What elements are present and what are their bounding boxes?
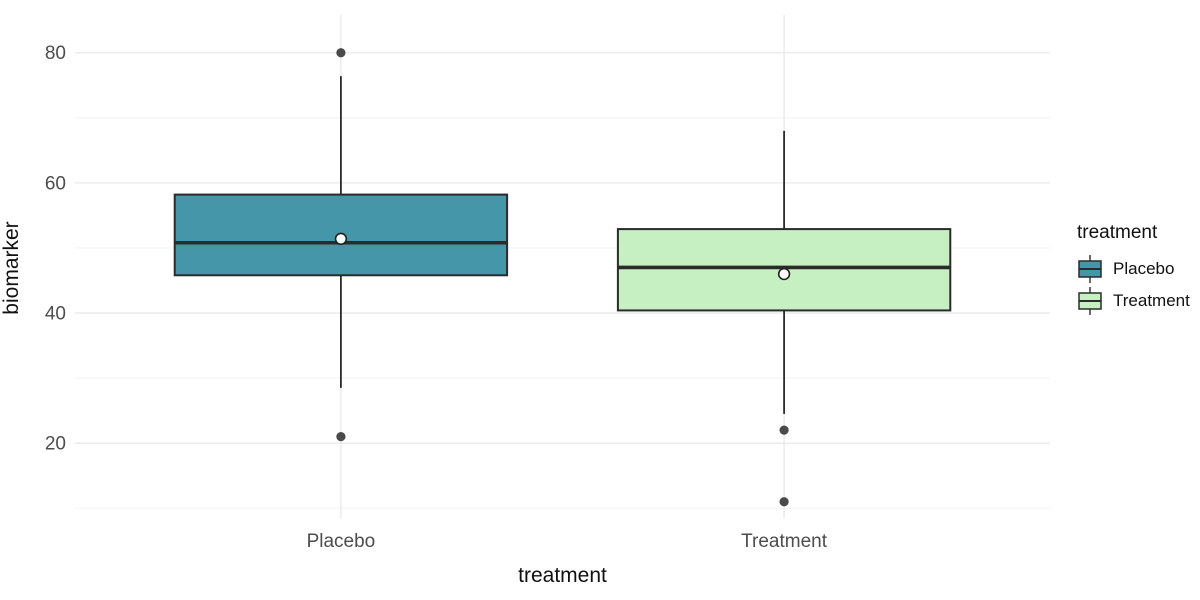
legend-rows: Placebo Treatment [1077, 253, 1190, 317]
y-tick-label: 20 [45, 434, 66, 455]
x-axis-title: treatment [518, 564, 607, 587]
y-tick-label: 80 [45, 43, 66, 64]
y-tick-label: 60 [45, 173, 66, 194]
legend-key-boxplot-icon [1078, 255, 1102, 283]
legend-title: treatment [1077, 222, 1158, 243]
outlier-point-placebo [336, 48, 346, 58]
y-axis-title: biomarker [0, 221, 23, 315]
y-tick-label: 40 [45, 304, 66, 325]
outlier-point-treatment [779, 497, 789, 507]
x-category-label-placebo: Placebo [307, 531, 376, 552]
legend-item-treatment: Treatment [1077, 285, 1190, 317]
legend: treatment Placebo Treatment [1077, 222, 1190, 317]
mean-point-treatment [777, 267, 791, 281]
x-category-label-treatment: Treatment [741, 531, 828, 552]
legend-label: Treatment [1113, 291, 1190, 310]
outlier-point-placebo [336, 432, 346, 442]
legend-item-placebo: Placebo [1077, 253, 1190, 285]
outlier-point-treatment [779, 425, 789, 435]
legend-key-boxplot-icon [1078, 287, 1102, 315]
mean-point-placebo [334, 232, 348, 246]
legend-label: Placebo [1113, 259, 1175, 278]
